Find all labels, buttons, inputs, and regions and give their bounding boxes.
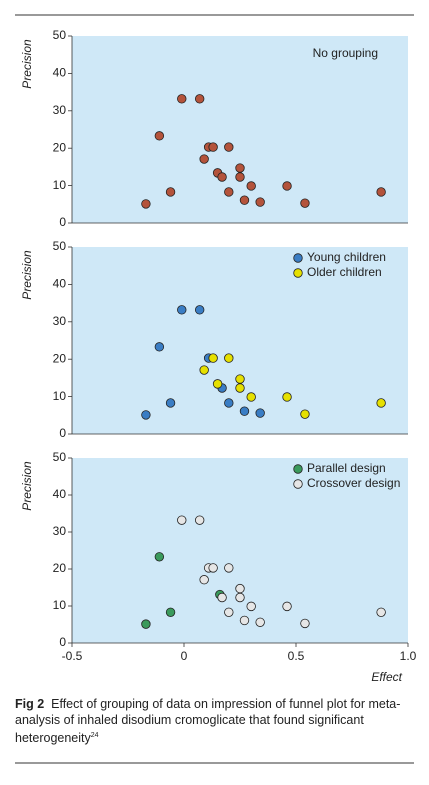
legend-swatch — [293, 253, 303, 263]
y-tick-label: 40 — [53, 487, 67, 501]
legend-swatch — [293, 464, 303, 474]
point — [224, 353, 234, 363]
point — [177, 305, 187, 315]
point — [239, 195, 250, 205]
y-tick-label: 0 — [59, 635, 66, 649]
y-tick-label: 50 — [53, 239, 67, 253]
legend-label: Young children — [307, 250, 386, 264]
point — [199, 365, 209, 375]
legend-label: Parallel design — [307, 461, 386, 475]
point — [177, 515, 187, 525]
y-tick-label: 0 — [59, 215, 66, 229]
y-tick-label: 50 — [53, 450, 67, 464]
plot-area — [72, 247, 408, 434]
point — [376, 607, 386, 617]
point — [154, 342, 165, 352]
point — [255, 408, 265, 418]
point — [165, 398, 176, 408]
point — [208, 353, 218, 363]
point — [224, 607, 234, 617]
point — [194, 515, 205, 525]
point — [239, 406, 250, 416]
point — [239, 615, 250, 626]
x-axis-label: Effect — [371, 670, 402, 684]
y-tick-label: 0 — [59, 426, 66, 440]
point — [165, 187, 176, 197]
point — [199, 575, 209, 585]
caption-ref: 24 — [90, 732, 99, 739]
point — [300, 198, 310, 208]
legend-label: Older children — [307, 265, 382, 279]
point — [255, 617, 265, 627]
point — [194, 305, 205, 315]
point — [376, 398, 386, 408]
point — [235, 374, 245, 384]
x-tick-label: 0 — [181, 649, 188, 663]
y-tick-label: 40 — [53, 66, 67, 80]
point — [246, 601, 256, 612]
y-tick-label: 10 — [53, 389, 67, 403]
point — [154, 552, 165, 562]
point — [235, 592, 245, 603]
point — [177, 94, 187, 104]
point — [282, 601, 292, 612]
point — [300, 618, 310, 629]
y-axis-label: Precision — [20, 250, 34, 300]
point — [194, 94, 205, 104]
plot-area — [72, 36, 408, 223]
y-tick-label: 20 — [53, 140, 67, 154]
point — [217, 172, 227, 182]
point — [141, 410, 151, 420]
point — [199, 154, 209, 164]
x-tick-label: -0.5 — [62, 649, 83, 663]
point — [282, 392, 292, 402]
point — [208, 563, 218, 573]
point — [154, 131, 165, 141]
caption: Fig 2 Effect of grouping of data on impr… — [15, 696, 417, 746]
point — [235, 172, 245, 182]
y-tick-label: 30 — [53, 314, 67, 328]
point — [141, 619, 151, 629]
point — [224, 398, 234, 408]
point — [224, 142, 234, 152]
point — [235, 163, 245, 173]
point — [141, 199, 151, 209]
point — [212, 379, 223, 389]
point — [217, 592, 227, 603]
point — [235, 383, 245, 393]
y-axis-label: Precision — [20, 461, 34, 511]
y-tick-label: 50 — [53, 28, 67, 42]
point — [208, 142, 218, 152]
x-tick-label: 1.0 — [400, 649, 417, 663]
y-axis-label: Precision — [20, 39, 34, 89]
point — [235, 583, 245, 594]
legend-label: Crossover design — [307, 476, 400, 490]
y-tick-label: 20 — [53, 561, 67, 575]
x-tick-label: 0.5 — [288, 649, 305, 663]
point — [224, 563, 234, 573]
y-tick-label: 30 — [53, 103, 67, 117]
y-tick-label: 30 — [53, 524, 67, 538]
y-tick-label: 40 — [53, 277, 67, 291]
point — [255, 197, 265, 207]
annotation: No grouping — [313, 46, 378, 60]
caption-text: Effect of grouping of data on impression… — [15, 697, 401, 746]
plot-area — [72, 458, 408, 643]
y-tick-label: 10 — [53, 598, 67, 612]
point — [165, 607, 176, 617]
point — [376, 187, 386, 197]
y-tick-label: 20 — [53, 351, 67, 365]
point — [246, 392, 256, 402]
point — [282, 181, 292, 191]
caption-label: Fig 2 — [15, 697, 45, 711]
y-tick-label: 10 — [53, 178, 67, 192]
point — [224, 187, 234, 197]
legend-swatch — [293, 268, 303, 278]
legend-swatch — [293, 479, 303, 489]
point — [300, 409, 310, 419]
point — [246, 181, 256, 191]
